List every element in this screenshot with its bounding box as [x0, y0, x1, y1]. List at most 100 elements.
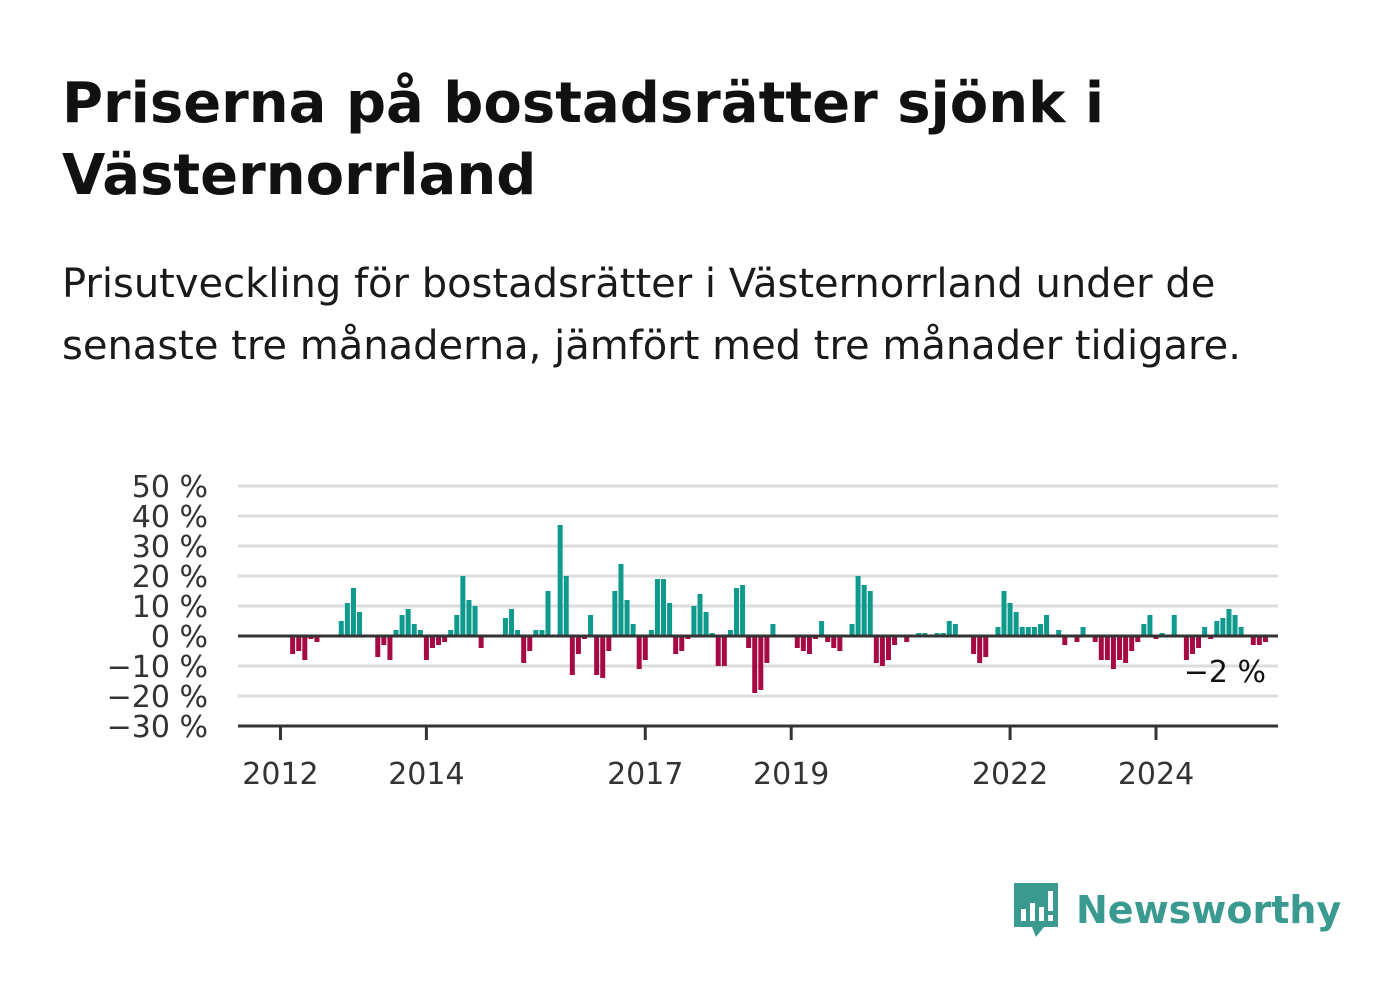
y-tick-label: 0 % [151, 620, 208, 655]
bar [654, 579, 660, 636]
bar [600, 636, 606, 678]
bar [393, 630, 399, 636]
bar [350, 588, 356, 636]
bar [733, 588, 739, 636]
bar [1183, 636, 1189, 660]
bar [612, 591, 618, 636]
bar [831, 636, 837, 648]
bar [819, 621, 825, 636]
chart-subtitle: Prisutveckling för bostadsrätter i Väste… [62, 261, 1241, 369]
bars [290, 525, 1268, 693]
bar [375, 636, 381, 657]
y-axis-ticks: −30 %−20 %−10 %0 %10 %20 %30 %40 %50 % [107, 470, 208, 745]
bar [1056, 630, 1062, 636]
bar [995, 627, 1001, 636]
bar [1147, 615, 1153, 636]
bar [885, 636, 891, 660]
bar [296, 636, 302, 651]
gridlines [238, 484, 1278, 698]
bar [1062, 636, 1068, 645]
bar [1031, 627, 1037, 636]
bar [563, 576, 569, 636]
bar [1025, 627, 1031, 636]
bar [861, 585, 867, 636]
x-tick-label: 2024 [1118, 757, 1194, 792]
bar [472, 606, 478, 636]
bar [399, 615, 405, 636]
bar [381, 636, 387, 645]
bar [983, 636, 989, 657]
bar [892, 636, 898, 645]
bar [442, 636, 448, 642]
bar [879, 636, 885, 666]
newsworthy-logo-icon [1014, 883, 1058, 937]
bar [1007, 603, 1013, 636]
last-value-label: −2 % [1184, 655, 1266, 690]
bar [825, 636, 831, 642]
bar [1013, 612, 1019, 636]
bar [1141, 624, 1147, 636]
bar [417, 630, 423, 636]
bar [509, 609, 515, 636]
bar [630, 624, 636, 636]
bar [1129, 636, 1135, 651]
bar [806, 636, 812, 654]
bar [302, 636, 308, 660]
bar [557, 525, 563, 636]
bar [873, 636, 879, 663]
bar [667, 603, 673, 636]
bar [429, 636, 435, 648]
bar [588, 615, 594, 636]
bar [648, 630, 654, 636]
bar [618, 564, 624, 636]
bar [1001, 591, 1007, 636]
bar [338, 621, 344, 636]
bar [740, 585, 746, 636]
bar [575, 636, 581, 654]
bar [849, 624, 855, 636]
bar [1019, 627, 1025, 636]
bar [691, 606, 697, 636]
x-tick-label: 2017 [607, 757, 683, 792]
bar [946, 621, 952, 636]
bar [904, 636, 910, 642]
bar [715, 636, 721, 666]
y-tick-label: 10 % [132, 590, 208, 625]
bar [515, 630, 521, 636]
bar [1202, 627, 1208, 636]
bar [1214, 621, 1220, 636]
bar [405, 609, 411, 636]
bar [679, 636, 685, 651]
bar [448, 630, 454, 636]
bar [1171, 615, 1177, 636]
bar [642, 636, 648, 660]
bar [1074, 636, 1080, 642]
bar [1104, 636, 1110, 660]
bar [460, 576, 466, 636]
bar [746, 636, 752, 648]
bar [454, 615, 460, 636]
bar [521, 636, 527, 663]
bar [594, 636, 600, 675]
bar [752, 636, 758, 693]
bar [1037, 624, 1043, 636]
bar [1092, 636, 1098, 642]
bar [727, 630, 733, 636]
axes [238, 634, 1278, 728]
bar [569, 636, 575, 675]
bar [1250, 636, 1256, 645]
brand-name: Newsworthy [1076, 888, 1342, 932]
bar [673, 636, 679, 654]
bar [411, 624, 417, 636]
bar [387, 636, 393, 660]
bar [697, 594, 703, 636]
bar [764, 636, 770, 663]
bar [290, 636, 296, 654]
x-tick-label: 2012 [242, 757, 318, 792]
bar [423, 636, 429, 660]
bar [867, 591, 873, 636]
bar [539, 630, 545, 636]
bar [855, 576, 861, 636]
bar [1117, 636, 1123, 660]
bar [1080, 627, 1086, 636]
